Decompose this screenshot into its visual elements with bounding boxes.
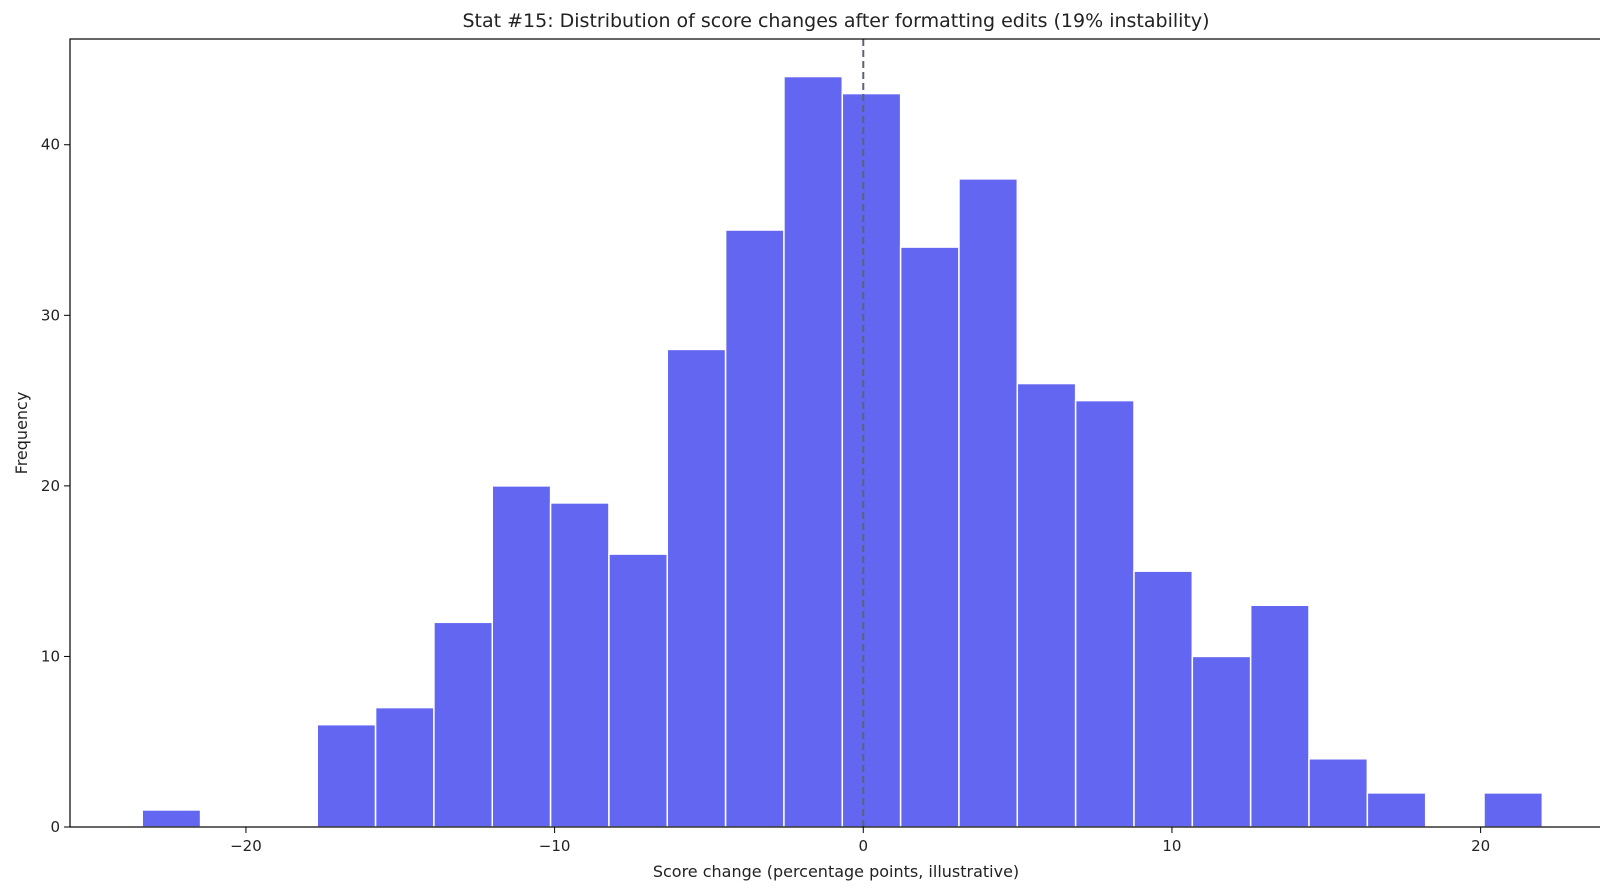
y-tick-label: 20 <box>41 477 60 495</box>
histogram-bar <box>141 809 202 828</box>
histogram-bar <box>841 92 902 828</box>
y-axis-label: Frequency <box>12 392 31 475</box>
histogram-bar <box>491 485 552 828</box>
histogram-bar <box>1366 792 1427 828</box>
histogram-bar <box>666 348 727 828</box>
histogram-bars <box>141 75 1544 828</box>
plot-area-frame <box>69 38 1600 828</box>
y-axis-ticks: 0 10 20 30 40 <box>41 136 70 836</box>
histogram-bar <box>1483 792 1544 828</box>
chart-title: Stat #15: Distribution of score changes … <box>462 10 1209 32</box>
x-tick-label: 0 <box>859 837 869 855</box>
y-tick-label: 30 <box>41 306 60 324</box>
histogram-bar <box>549 502 610 828</box>
histogram-bar <box>1074 399 1135 828</box>
histogram-bar <box>608 553 669 828</box>
histogram-bar <box>433 621 494 828</box>
histogram-bar <box>958 178 1019 828</box>
histogram-bar <box>1133 570 1194 828</box>
x-tick-label: 10 <box>1162 837 1181 855</box>
x-tick-label: −10 <box>539 837 571 855</box>
histogram-bar <box>724 229 785 828</box>
y-tick-label: 0 <box>50 818 60 836</box>
y-tick-label: 40 <box>41 136 60 154</box>
x-tick-label: 20 <box>1471 837 1490 855</box>
y-tick-label: 10 <box>41 647 60 665</box>
histogram-bar <box>374 706 435 828</box>
x-axis-ticks: −20 −10 0 10 20 <box>230 827 1490 855</box>
histogram-bar <box>1308 758 1369 828</box>
histogram-bar <box>1191 655 1252 828</box>
histogram-bar <box>899 246 960 828</box>
x-axis-label: Score change (percentage points, illustr… <box>653 862 1019 881</box>
histogram-bar <box>1249 604 1310 828</box>
histogram-bar <box>1016 382 1077 828</box>
histogram-bar <box>316 723 377 828</box>
histogram-bar <box>783 75 844 828</box>
x-tick-label: −20 <box>230 837 262 855</box>
